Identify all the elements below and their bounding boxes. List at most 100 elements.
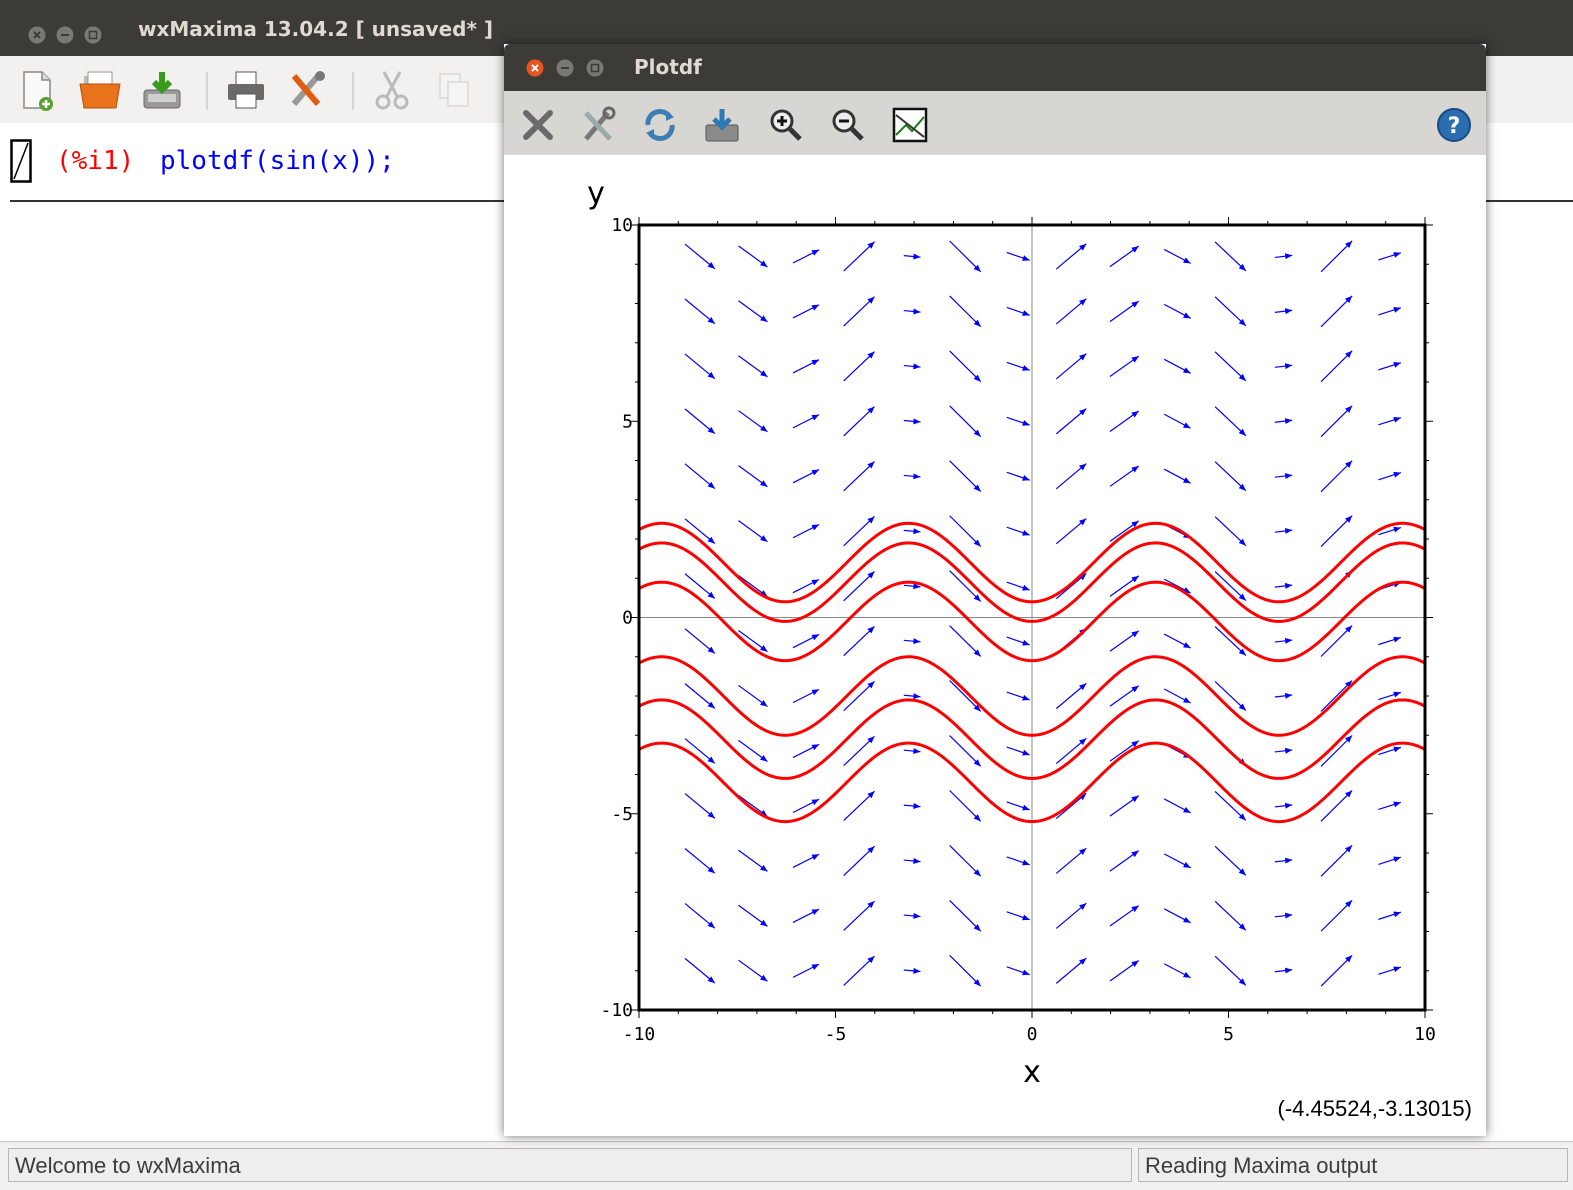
input-cell[interactable]: plotdf(sin(x)); — [160, 146, 395, 176]
field-arrow — [685, 244, 715, 269]
plotdf-maximize-button[interactable] — [586, 59, 604, 77]
field-arrow — [793, 415, 819, 428]
save-icon[interactable] — [702, 105, 742, 145]
field-arrow — [1378, 472, 1400, 480]
x-tick-label: -5 — [825, 1024, 847, 1045]
field-arrow — [738, 246, 767, 267]
field-arrow — [1275, 858, 1292, 864]
main-minimize-button[interactable] — [56, 26, 74, 44]
plotdf-close-button[interactable] — [526, 59, 544, 77]
help-icon[interactable]: ? — [1434, 105, 1474, 145]
field-arrow — [1378, 802, 1400, 810]
field-arrow — [1110, 466, 1139, 486]
field-arrow — [1321, 736, 1352, 767]
field-arrow — [1110, 411, 1139, 431]
field-arrow — [738, 466, 767, 487]
field-arrow — [1215, 352, 1246, 381]
field-arrow — [1110, 631, 1139, 651]
field-arrow — [844, 846, 875, 875]
field-arrow — [844, 462, 875, 491]
cell-bracket[interactable] — [10, 139, 32, 183]
print-icon[interactable] — [222, 68, 270, 112]
input-label: (%i1) — [56, 146, 134, 176]
field-arrow — [1110, 851, 1139, 871]
field-arrow — [1275, 968, 1292, 974]
field-arrow — [1110, 356, 1139, 376]
direction-field-plot[interactable]: -10 -5 0 5 10 -10 -5 0 5 10 y x — [504, 155, 1486, 1136]
field-arrow — [1164, 579, 1190, 593]
plotdf-minimize-button[interactable] — [556, 59, 574, 77]
svg-text:?: ? — [1448, 114, 1461, 139]
y-tick-label: 0 — [622, 608, 633, 629]
field-arrow — [844, 626, 875, 655]
plotdf-titlebar: Plotdf — [504, 44, 1486, 91]
main-maximize-button[interactable] — [84, 26, 102, 44]
field-arrow — [685, 299, 715, 324]
field-arrow — [904, 254, 921, 260]
field-arrow — [1215, 627, 1246, 656]
field-arrow — [1056, 464, 1086, 489]
field-arrow — [1378, 417, 1400, 425]
y-axis-label: y — [587, 176, 605, 211]
coordinate-readout: (-4.45524,-3.13015) — [1278, 1096, 1472, 1122]
field-arrow — [685, 684, 715, 709]
new-file-icon[interactable] — [14, 68, 62, 112]
field-arrow — [1056, 354, 1086, 379]
field-arrow — [1321, 406, 1352, 437]
field-arrow — [1056, 683, 1086, 708]
field-arrow — [1110, 796, 1139, 816]
field-arrow — [1378, 637, 1400, 645]
field-arrow — [844, 352, 875, 381]
field-arrow — [1110, 906, 1139, 926]
field-arrow — [844, 901, 875, 930]
field-arrow — [1378, 252, 1400, 260]
field-arrow — [685, 903, 715, 928]
field-arrow — [738, 795, 767, 816]
field-arrow — [738, 960, 767, 981]
field-arrow — [793, 470, 819, 483]
field-arrow — [844, 956, 875, 985]
zoom-out-icon[interactable] — [828, 105, 868, 145]
close-icon[interactable] — [518, 105, 558, 145]
save-file-icon[interactable] — [138, 68, 186, 112]
field-arrow — [1215, 297, 1246, 326]
field-arrow — [1321, 900, 1352, 931]
field-arrow — [793, 689, 819, 702]
field-arrow — [1321, 296, 1352, 327]
field-arrow — [904, 308, 921, 314]
field-arrow — [1321, 516, 1352, 547]
x-tick-label: -10 — [623, 1024, 656, 1045]
field-arrow — [844, 242, 875, 271]
field-arrow — [950, 296, 981, 327]
field-arrow — [904, 693, 921, 699]
field-arrow — [685, 409, 715, 434]
field-arrow — [1321, 241, 1352, 272]
status-message: Welcome to wxMaxima — [8, 1148, 1132, 1182]
field-arrow — [685, 794, 715, 819]
preferences-icon[interactable] — [284, 68, 332, 112]
field-arrow — [1007, 252, 1030, 260]
main-window-title: wxMaxima 13.04.2 [ unsaved* ] — [138, 17, 493, 41]
zoom-in-icon[interactable] — [766, 105, 806, 145]
field-arrow — [738, 301, 767, 322]
field-arrow — [1007, 912, 1030, 920]
field-arrow — [904, 638, 921, 644]
cut-icon[interactable] — [368, 68, 416, 112]
replot-icon[interactable] — [640, 105, 680, 145]
plot-canvas[interactable]: -10 -5 0 5 10 -10 -5 0 5 10 y x (-4.45524,-3.1301… — [504, 155, 1486, 1136]
plot-versus-t-icon[interactable] — [890, 105, 930, 145]
open-file-icon[interactable] — [76, 68, 124, 112]
plotdf-window: Plotdf ? — [504, 44, 1486, 1136]
field-arrow — [685, 958, 715, 983]
field-arrow — [904, 858, 921, 864]
field-arrow — [1215, 462, 1246, 491]
config-icon[interactable] — [578, 105, 618, 145]
field-arrow — [1110, 741, 1139, 761]
field-arrow — [1321, 681, 1352, 712]
field-arrow — [950, 241, 981, 272]
field-arrow — [1215, 846, 1246, 875]
main-close-button[interactable] — [28, 26, 46, 44]
field-arrow — [1275, 418, 1292, 424]
field-arrow — [1056, 958, 1086, 983]
copy-icon[interactable] — [430, 68, 478, 112]
